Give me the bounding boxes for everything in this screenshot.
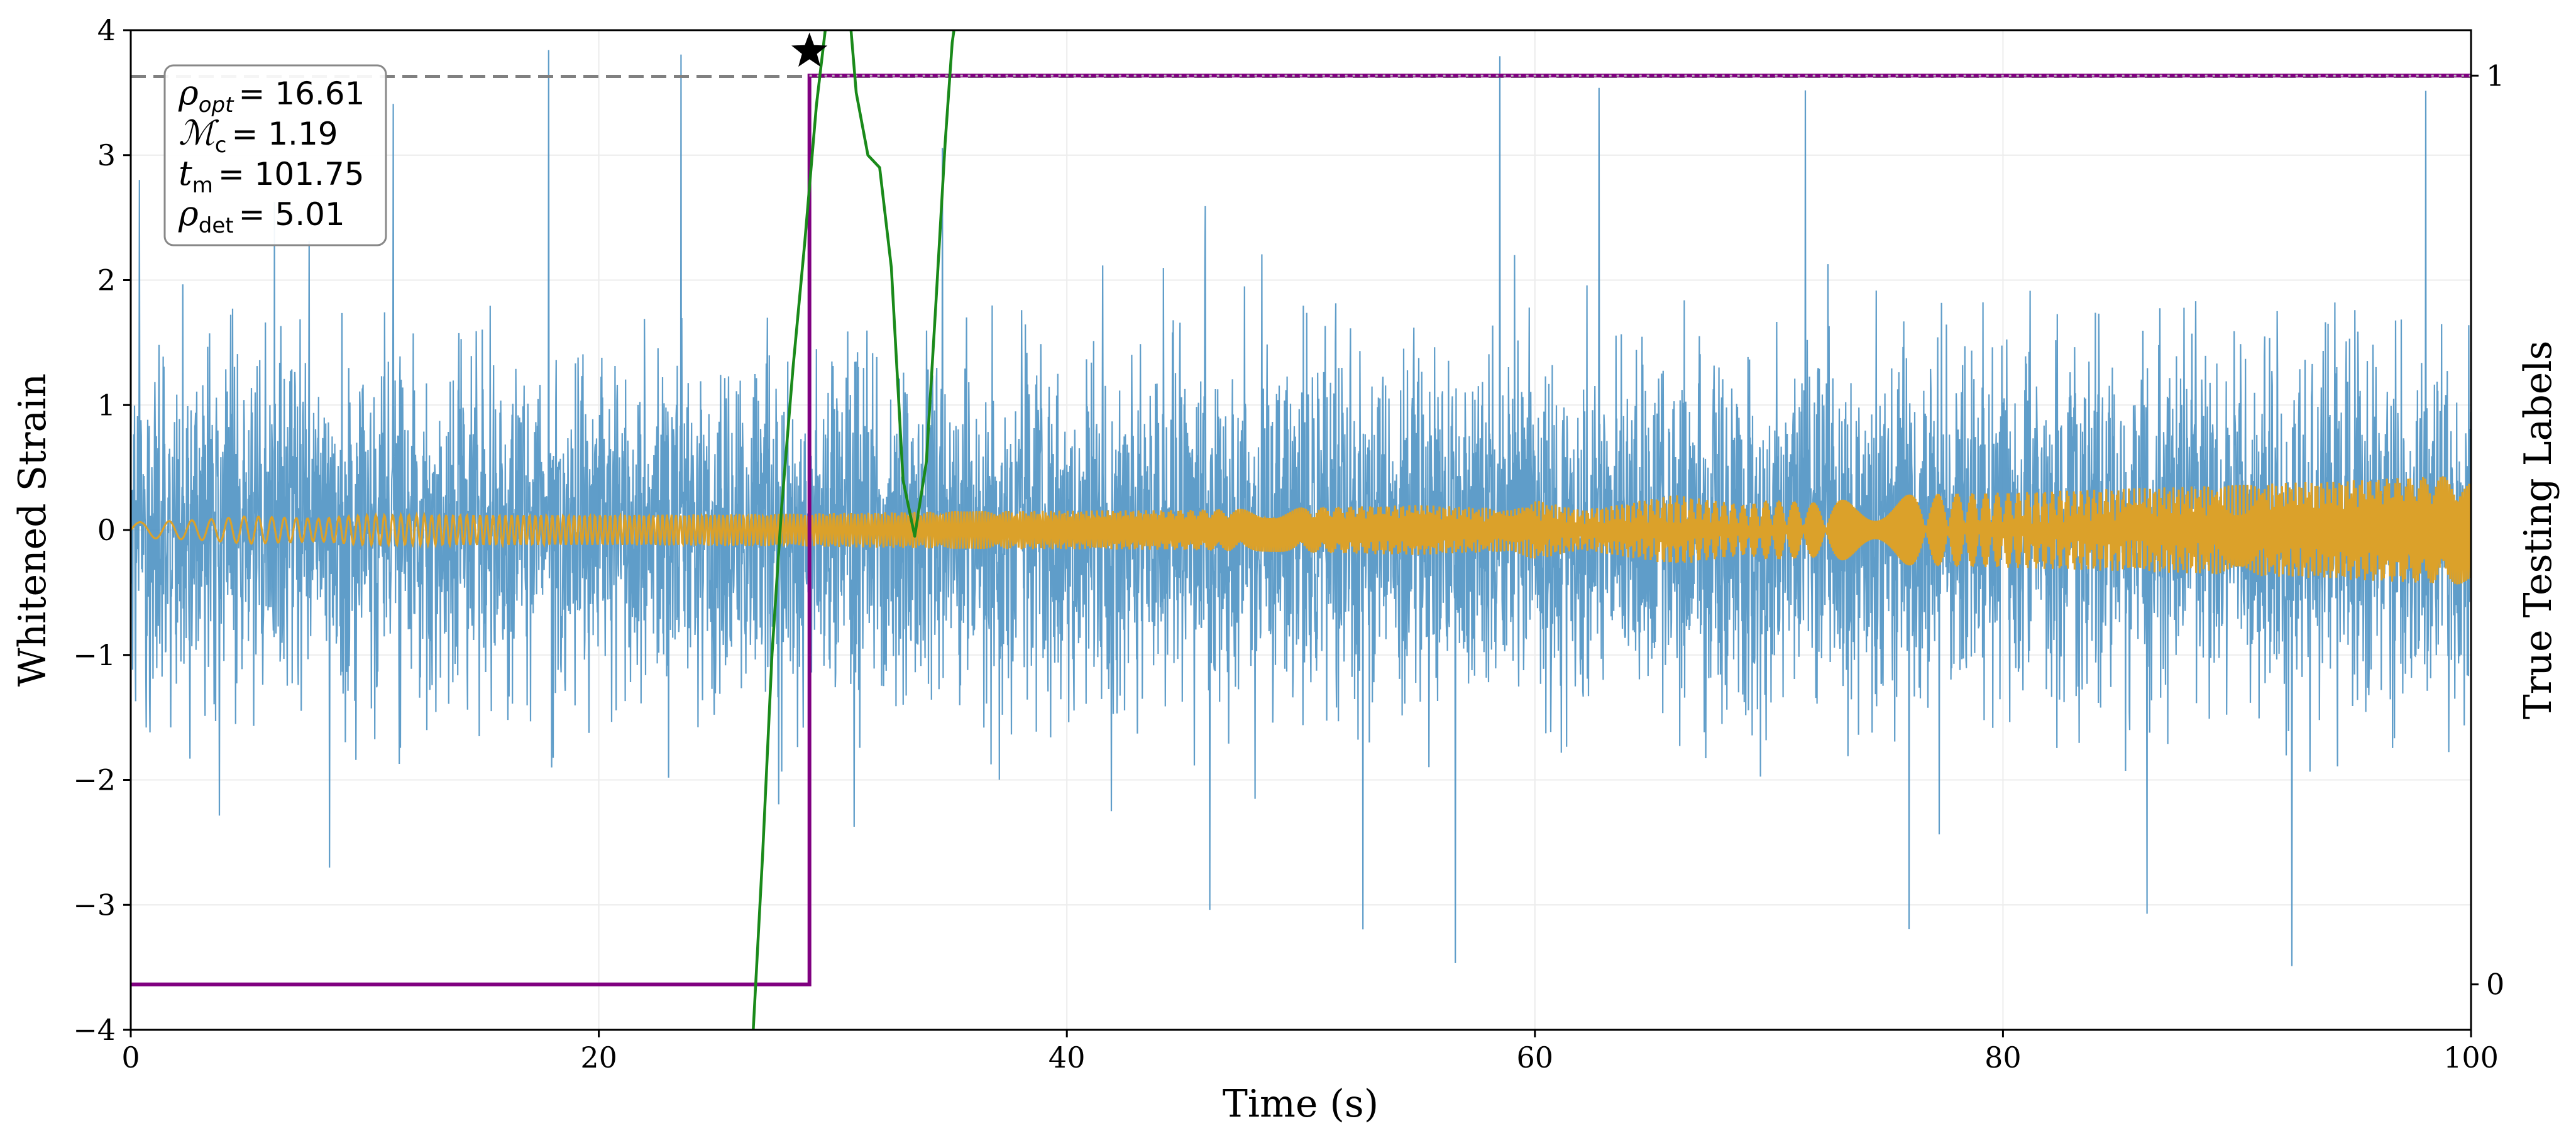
annotation-line-0: ρopt = 16.61 bbox=[178, 73, 365, 118]
plot-area bbox=[131, 30, 2471, 1030]
y-left-tick-label-2: −2 bbox=[73, 763, 116, 797]
y-left-tick-label-7: 3 bbox=[97, 138, 116, 172]
y-left-tick-label-0: −4 bbox=[73, 1013, 116, 1047]
annotation-line-2: tm = 101.75 bbox=[179, 153, 365, 198]
star-marker bbox=[791, 32, 828, 67]
y-left-tick-label-6: 2 bbox=[97, 263, 116, 297]
x-tick-label-0: 0 bbox=[121, 1041, 140, 1074]
y-left-tick-label-1: −3 bbox=[73, 888, 116, 922]
annotation-line-1: ℳc = 1.19 bbox=[179, 113, 338, 158]
y-right-tick-label-1: 1 bbox=[2486, 58, 2504, 92]
y-left-tick-label-4: 0 bbox=[97, 513, 116, 547]
y-axis-label-right: True Testing Labels bbox=[2516, 341, 2560, 720]
y-left-tick-label-3: −1 bbox=[73, 638, 116, 672]
y-axis-label-left: Whitened Strain bbox=[11, 373, 55, 687]
series-green-curve bbox=[752, 30, 955, 1030]
y-right-tick-label-0: 0 bbox=[2486, 968, 2504, 1002]
x-tick-label-2: 40 bbox=[1049, 1041, 1086, 1074]
annotation-line-3: ρdet = 5.01 bbox=[178, 194, 345, 238]
annotation-frame bbox=[163, 64, 387, 246]
x-axis-label: Time (s) bbox=[1223, 1082, 1379, 1126]
y-left-tick-label-8: 4 bbox=[97, 13, 116, 47]
y-left-tick-label-5: 1 bbox=[97, 388, 116, 422]
x-tick-label-4: 80 bbox=[1984, 1041, 2022, 1074]
series-gw-signal bbox=[131, 476, 2471, 585]
x-tick-label-5: 100 bbox=[2443, 1041, 2499, 1074]
x-tick-label-3: 60 bbox=[1517, 1041, 1554, 1074]
x-tick-label-1: 20 bbox=[580, 1041, 617, 1074]
